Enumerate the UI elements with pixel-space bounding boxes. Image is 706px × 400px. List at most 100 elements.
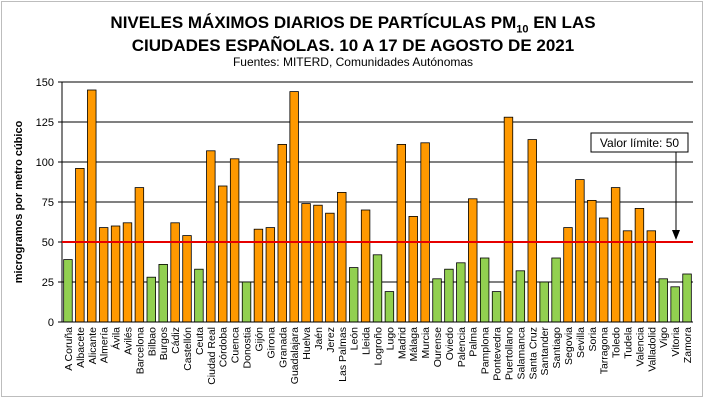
x-tick-label: Granada	[277, 327, 289, 368]
x-tick-label: Soria	[587, 327, 599, 352]
x-tick-label: Tarragona	[599, 327, 611, 374]
bar-Jaén	[313, 204, 323, 323]
x-tick-label: Tudela	[623, 327, 635, 359]
bar-Sevilla	[575, 179, 585, 323]
limit-label: Valor límite: 50	[600, 136, 679, 150]
x-tick-label: Puertollano	[503, 327, 515, 380]
x-tick-label: Pontevedra	[492, 327, 504, 381]
x-tick-label: Bilbao	[146, 327, 158, 356]
bar-Cuenca	[229, 158, 240, 323]
limit-arrow-head	[672, 230, 680, 240]
bar-Gijón	[253, 228, 264, 323]
bar-Cádiz	[170, 222, 180, 323]
bar-Ciudad Real	[206, 150, 216, 323]
x-tick-label: Cádiz	[170, 327, 182, 354]
x-tick-label: Almería	[99, 327, 111, 363]
bar-Ceuta	[194, 268, 204, 323]
chart-title-line1: NIVELES MÁXIMOS DIARIOS DE PARTÍCULAS PM…	[110, 13, 596, 36]
bar-León	[349, 267, 359, 323]
bar-Lleida	[360, 209, 371, 323]
x-tick-label: Avilés	[122, 327, 134, 355]
bar-Logroño	[372, 254, 383, 323]
y-tick-label: 125	[36, 117, 54, 129]
x-tick-label: Burgos	[158, 327, 170, 360]
x-tick-label: Lugo	[384, 327, 396, 351]
bar-Soria	[587, 199, 597, 323]
x-tick-label: Salamanca	[515, 327, 527, 380]
x-tick-label: Vigo	[658, 327, 670, 348]
bar-Santander	[539, 281, 549, 323]
x-tick-label: Girona	[265, 327, 277, 359]
limit-label-box	[590, 132, 689, 153]
bar-Valencia	[634, 207, 645, 323]
x-tick-label: Valencia	[634, 327, 646, 367]
bar-Bilbao	[146, 276, 156, 323]
bar-Santa Cruz	[527, 139, 537, 323]
bar-Murcia	[420, 142, 430, 323]
bar-Pontevedra	[491, 291, 502, 323]
x-tick-label: Logroño	[373, 327, 385, 366]
bar-Avilés	[122, 222, 133, 323]
bar-A Coruña	[63, 259, 73, 323]
bar-Vitoria	[670, 286, 680, 323]
x-tick-label: Vitoria	[670, 327, 682, 357]
bar-Puertollano	[503, 116, 514, 323]
x-tick-label: Donostia	[242, 327, 254, 369]
bar-Las Palmas	[337, 191, 347, 323]
x-tick-label: Ciudad Real	[206, 327, 218, 385]
x-tick-label: A Coruña	[63, 327, 75, 371]
bar-Valladolid	[646, 230, 657, 323]
x-tick-label: Zamora	[682, 327, 694, 363]
chart-title-line2: CIUDADES ESPAÑOLAS. 10 A 17 DE AGOSTO DE…	[131, 36, 575, 55]
bar-Albacete	[75, 167, 85, 323]
bar-Palma	[468, 198, 478, 323]
bar-Oviedo	[444, 268, 454, 323]
x-tick-label: Las Palmas	[337, 327, 349, 382]
bar-Lugo	[384, 291, 395, 323]
x-tick-label: Valladolid	[646, 327, 658, 372]
bar-Tarragona	[599, 217, 609, 323]
bar-Guadalajara	[289, 91, 299, 323]
y-tick-label: 0	[48, 317, 54, 329]
x-tick-label: Jerez	[325, 327, 337, 353]
x-tick-label: Palencia	[456, 327, 468, 367]
bar-Ourense	[432, 278, 442, 323]
x-tick-label: Córdoba	[218, 327, 230, 367]
x-tick-label: Gijón	[253, 327, 265, 352]
x-tick-label: Castellón	[182, 327, 194, 371]
y-axis-title: microgramos por metro cúbico	[13, 120, 25, 283]
bar-Salamanca	[515, 270, 526, 323]
x-tick-label: Ceuta	[194, 327, 206, 355]
x-tick-label: Lleida	[361, 327, 373, 355]
bar-Tudela	[622, 230, 633, 323]
bar-Vigo	[658, 278, 668, 323]
bar-Madrid	[396, 143, 406, 323]
bar-Málaga	[408, 215, 418, 323]
bar-Toledo	[610, 187, 621, 323]
x-tick-label: Toledo	[611, 327, 623, 358]
y-tick-label: 25	[42, 277, 54, 289]
x-tick-label: Alicante	[87, 327, 99, 365]
x-tick-label: Sevilla	[575, 327, 587, 358]
x-tick-label: Palma	[468, 327, 480, 357]
x-tick-label: Santa Cruz	[527, 327, 539, 380]
x-tick-label: Ourense	[432, 327, 444, 367]
x-tick-label: Santiago	[551, 327, 563, 369]
x-tick-label: Cuenca	[230, 327, 242, 363]
bar-Granada	[277, 143, 287, 323]
x-tick-label: Ávila	[110, 327, 123, 350]
y-tick-label: 150	[36, 77, 54, 89]
bar-Barcelona	[134, 187, 145, 323]
x-tick-label: Madrid	[396, 327, 408, 359]
bar-Jerez	[325, 212, 335, 323]
x-tick-label: Oviedo	[444, 327, 456, 360]
x-tick-label: Málaga	[408, 327, 420, 362]
x-tick-label: Segovia	[563, 327, 575, 365]
y-tick-label: 75	[42, 197, 54, 209]
x-tick-label: Jaén	[313, 327, 325, 350]
bar-Palencia	[456, 262, 466, 323]
y-tick-label: 50	[42, 237, 54, 249]
bar-Huelva	[301, 203, 311, 323]
bar-Zamora	[682, 273, 692, 323]
